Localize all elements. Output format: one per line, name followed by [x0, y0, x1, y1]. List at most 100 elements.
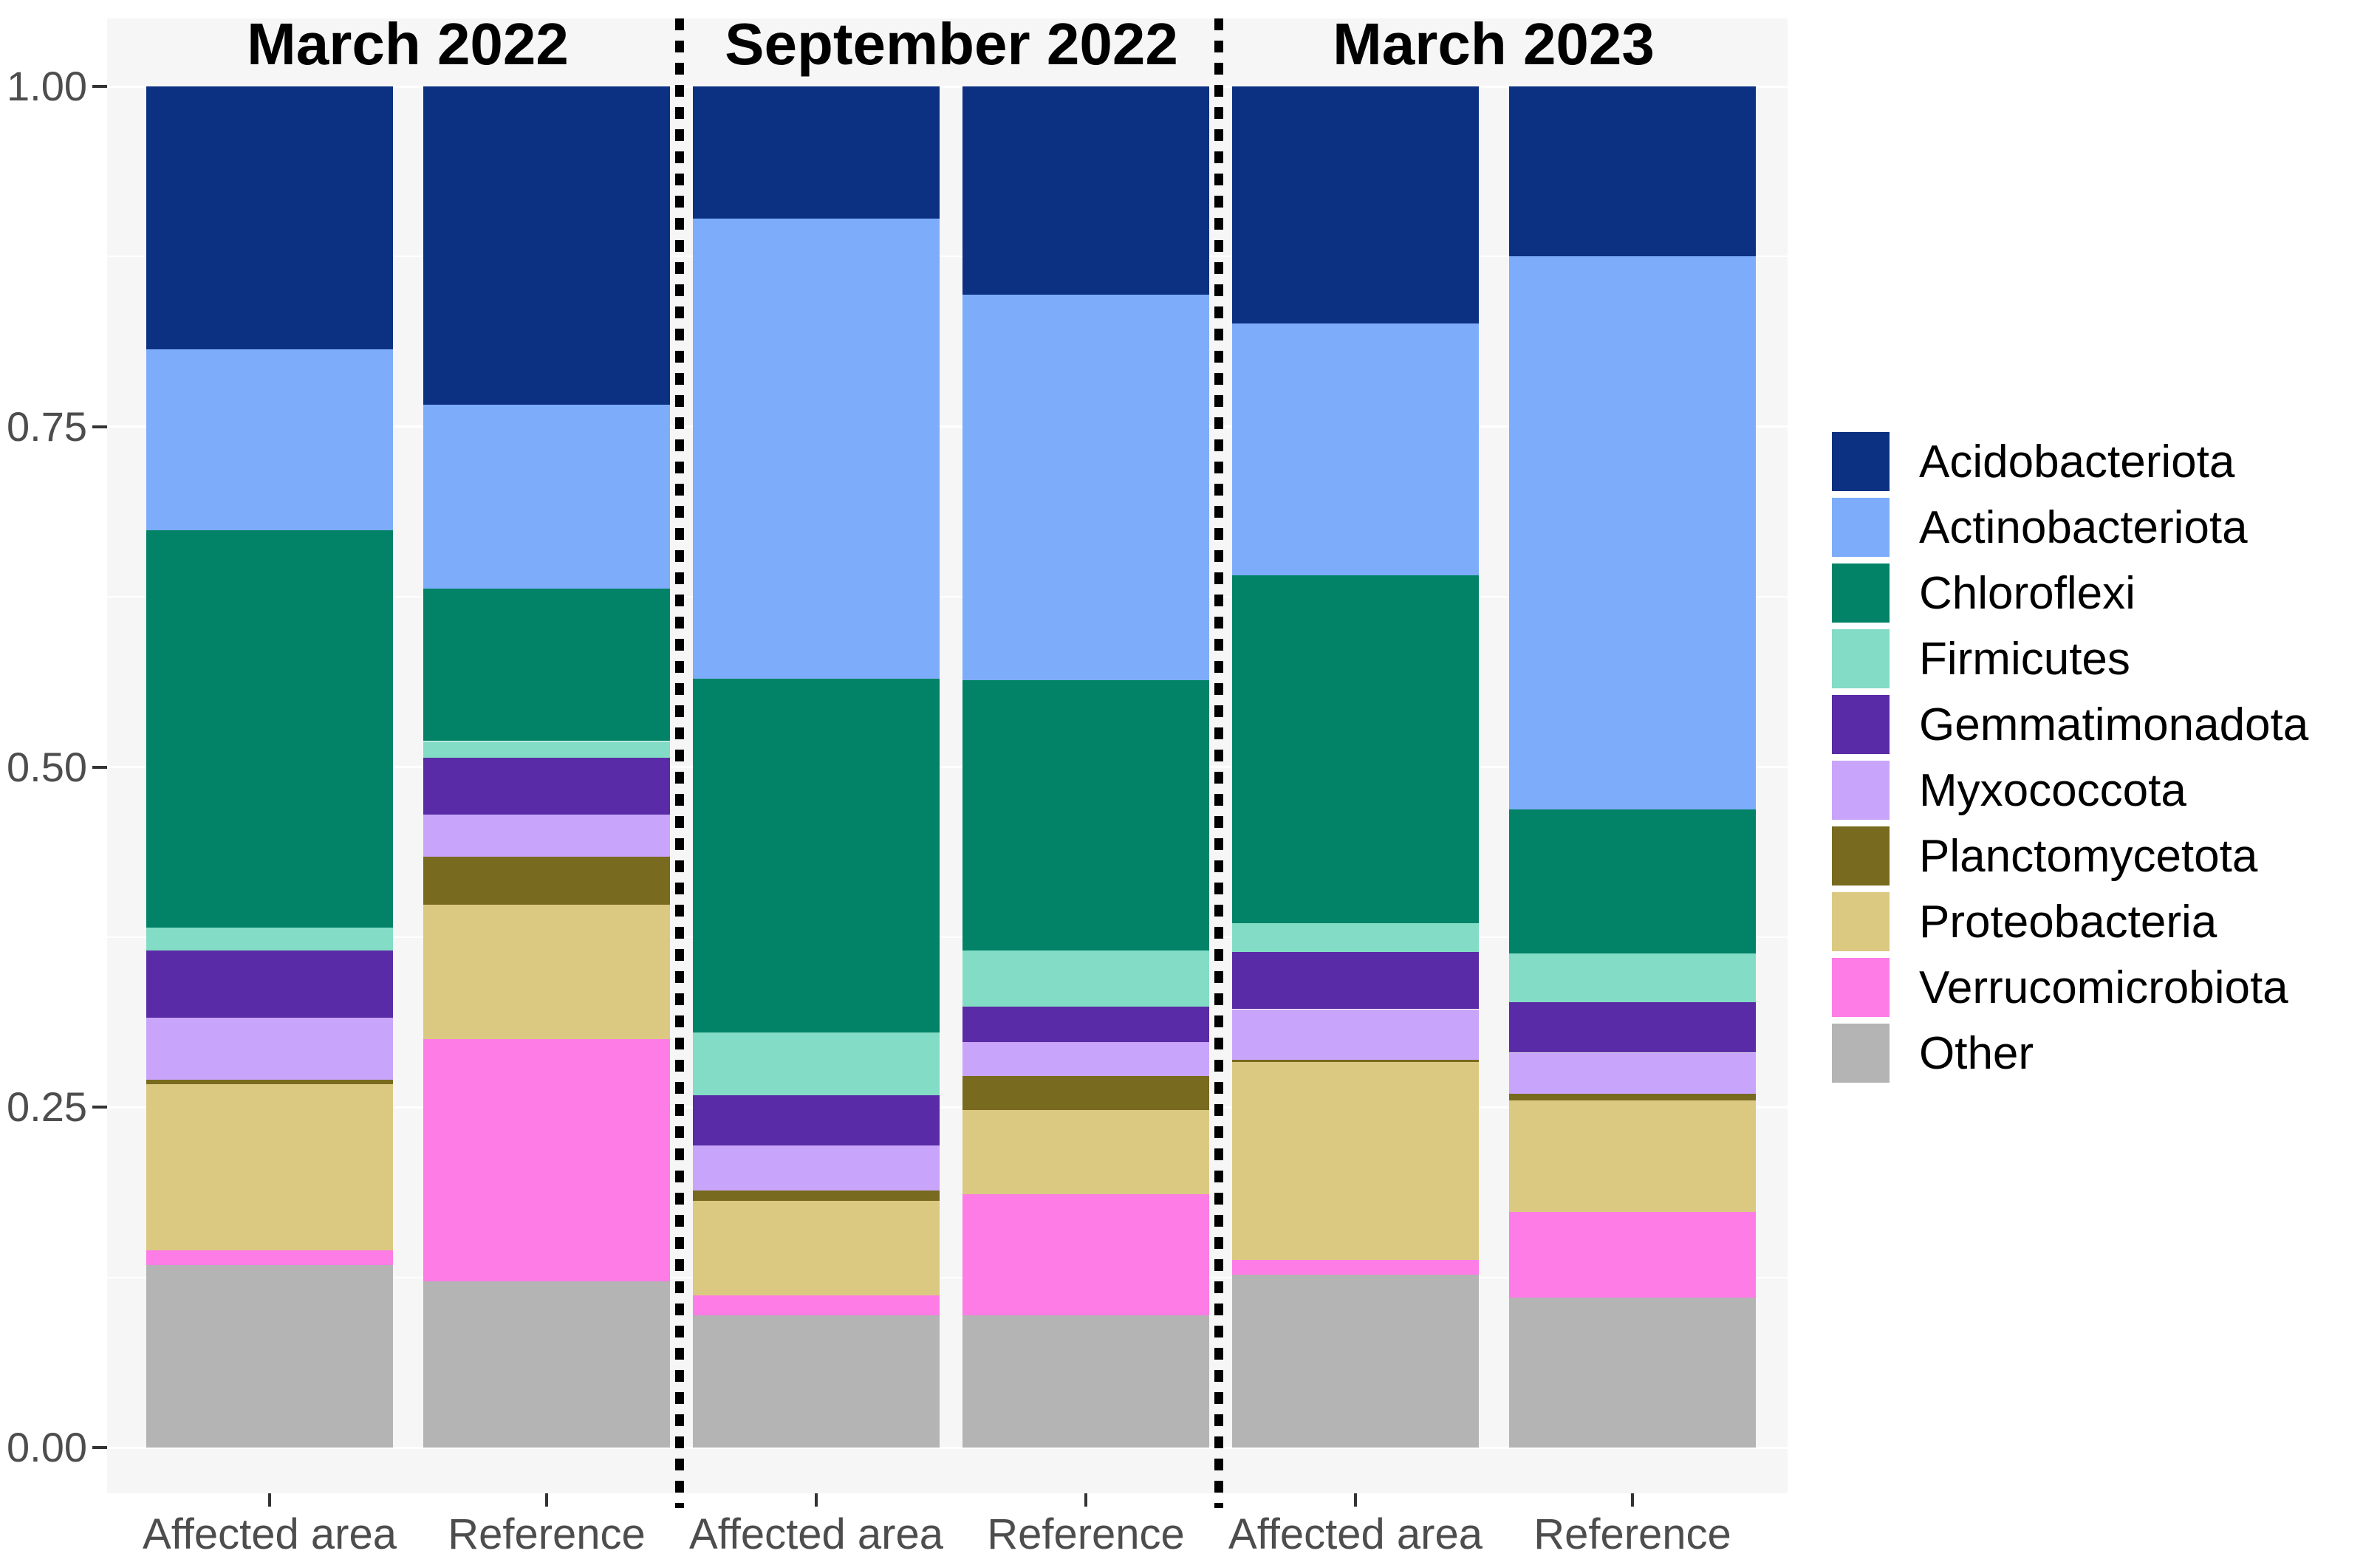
- bar-segment-actinobacteriota: [693, 218, 940, 679]
- minor-gridline: [107, 1276, 1788, 1278]
- bar-segment-myxococcota: [962, 1041, 1209, 1076]
- legend-item: Chloroflexi: [1832, 564, 2135, 623]
- x-axis-tick: [1354, 1493, 1357, 1507]
- legend-label: Acidobacteriota: [1919, 436, 2235, 487]
- bar-segment-acidobacteriota: [146, 86, 393, 349]
- bar-segment-gemmatimonadota: [423, 757, 670, 815]
- y-axis-tick: [92, 425, 107, 428]
- bar-segment-planctomycetota: [1232, 1059, 1479, 1063]
- y-axis-tick-label: 0.50: [7, 743, 87, 790]
- x-axis-tick: [1631, 1493, 1634, 1507]
- bar-segment-acidobacteriota: [1232, 86, 1479, 323]
- bar-segment-proteobacteria: [1509, 1100, 1756, 1213]
- bar-segment-proteobacteria: [962, 1109, 1209, 1195]
- bar-segment-other: [146, 1265, 393, 1448]
- y-axis-tick-label: 0.00: [7, 1424, 87, 1470]
- minor-gridline: [107, 596, 1788, 598]
- bar-segment-planctomycetota: [962, 1075, 1209, 1110]
- y-axis-tick-label: 0.75: [7, 403, 87, 450]
- legend-label: Chloroflexi: [1919, 567, 2135, 619]
- x-axis-tick: [545, 1493, 548, 1507]
- y-axis-tick: [92, 1106, 107, 1109]
- legend-label: Gemmatimonadota: [1919, 699, 2309, 750]
- bar-segment-gemmatimonadota: [1232, 952, 1479, 1010]
- legend-label: Other: [1919, 1027, 2034, 1079]
- legend-label: Proteobacteria: [1919, 896, 2217, 948]
- major-gridline: [107, 425, 1788, 428]
- bar-segment-proteobacteria: [1232, 1062, 1479, 1260]
- legend-label: Myxococcota: [1919, 764, 2186, 816]
- legend-color-swatch-icon: [1832, 432, 1890, 491]
- legend-label: Planctomycetota: [1919, 830, 2258, 882]
- bar-segment-proteobacteria: [146, 1083, 393, 1250]
- bar-segment-planctomycetota: [1509, 1093, 1756, 1100]
- bar-segment-myxococcota: [1232, 1009, 1479, 1060]
- legend-item: Firmicutes: [1832, 629, 2130, 688]
- bar-segment-proteobacteria: [693, 1201, 940, 1295]
- panel-title: September 2022: [725, 11, 1178, 77]
- minor-gridline: [107, 936, 1788, 938]
- legend-label: Actinobacteriota: [1919, 501, 2248, 553]
- bar-segment-verrucomicrobiota: [1509, 1212, 1756, 1298]
- bar-segment-planctomycetota: [423, 857, 670, 905]
- bar-segment-acidobacteriota: [1509, 86, 1756, 257]
- legend-item: Acidobacteriota: [1832, 432, 2234, 491]
- legend-item: Verrucomicrobiota: [1832, 958, 2288, 1017]
- y-axis-tick: [92, 765, 107, 769]
- legend-item: Proteobacteria: [1832, 892, 2217, 951]
- bar-segment-chloroflexi: [1232, 575, 1479, 924]
- bar-segment-gemmatimonadota: [146, 950, 393, 1018]
- x-axis-category-label: Affected area: [143, 1510, 397, 1558]
- x-axis-category-label: Reference: [1533, 1510, 1731, 1558]
- legend-label: Verrucomicrobiota: [1919, 962, 2288, 1013]
- bar-segment-proteobacteria: [423, 904, 670, 1040]
- legend-item: Planctomycetota: [1832, 826, 2257, 886]
- y-axis-tick-label: 1.00: [7, 63, 87, 109]
- x-axis-category-label: Reference: [448, 1510, 646, 1558]
- bar-segment-other: [1232, 1274, 1479, 1448]
- bar-segment-firmicutes: [1232, 923, 1479, 953]
- bar-segment-acidobacteriota: [693, 86, 940, 219]
- bar-segment-acidobacteriota: [423, 86, 670, 405]
- bar-segment-verrucomicrobiota: [1232, 1259, 1479, 1275]
- bar-segment-chloroflexi: [962, 679, 1209, 951]
- bar-segment-gemmatimonadota: [1509, 1002, 1756, 1053]
- major-gridline: [107, 1106, 1788, 1109]
- bar-segment-chloroflexi: [1509, 809, 1756, 953]
- bar-segment-acidobacteriota: [962, 86, 1209, 295]
- bar-segment-actinobacteriota: [146, 349, 393, 530]
- legend-color-swatch-icon: [1832, 761, 1890, 820]
- minor-gridline: [107, 256, 1788, 258]
- bar-segment-other: [693, 1315, 940, 1448]
- x-axis-category-label: Affected area: [689, 1510, 943, 1558]
- panel-separator-dashed-line: [1214, 18, 1223, 1508]
- bar-segment-firmicutes: [146, 928, 393, 951]
- bar-segment-verrucomicrobiota: [146, 1250, 393, 1266]
- legend-item: Actinobacteriota: [1832, 498, 2248, 557]
- major-gridline: [107, 766, 1788, 768]
- bar-segment-verrucomicrobiota: [693, 1295, 940, 1316]
- x-axis-tick: [815, 1493, 818, 1507]
- y-axis-tick: [92, 85, 107, 88]
- bar-segment-actinobacteriota: [423, 405, 670, 589]
- x-axis-tick: [268, 1493, 271, 1507]
- legend-item: Other: [1832, 1024, 2034, 1083]
- bar-segment-actinobacteriota: [962, 295, 1209, 680]
- legend-color-swatch-icon: [1832, 629, 1890, 688]
- bar-segment-myxococcota: [146, 1017, 393, 1080]
- legend-color-swatch-icon: [1832, 1024, 1890, 1083]
- x-axis-category-label: Affected area: [1228, 1510, 1483, 1558]
- legend-item: Gemmatimonadota: [1832, 695, 2308, 754]
- major-gridline: [107, 1446, 1788, 1449]
- panel-title: March 2023: [1333, 11, 1655, 77]
- bar-segment-firmicutes: [693, 1032, 940, 1095]
- legend-color-swatch-icon: [1832, 826, 1890, 886]
- y-axis-tick: [92, 1446, 107, 1449]
- bar-segment-other: [423, 1281, 670, 1448]
- bar-segment-firmicutes: [962, 950, 1209, 1007]
- bar-segment-verrucomicrobiota: [423, 1039, 670, 1282]
- bar-segment-actinobacteriota: [1509, 256, 1756, 809]
- legend-color-swatch-icon: [1832, 498, 1890, 557]
- panel-title: March 2022: [247, 11, 569, 77]
